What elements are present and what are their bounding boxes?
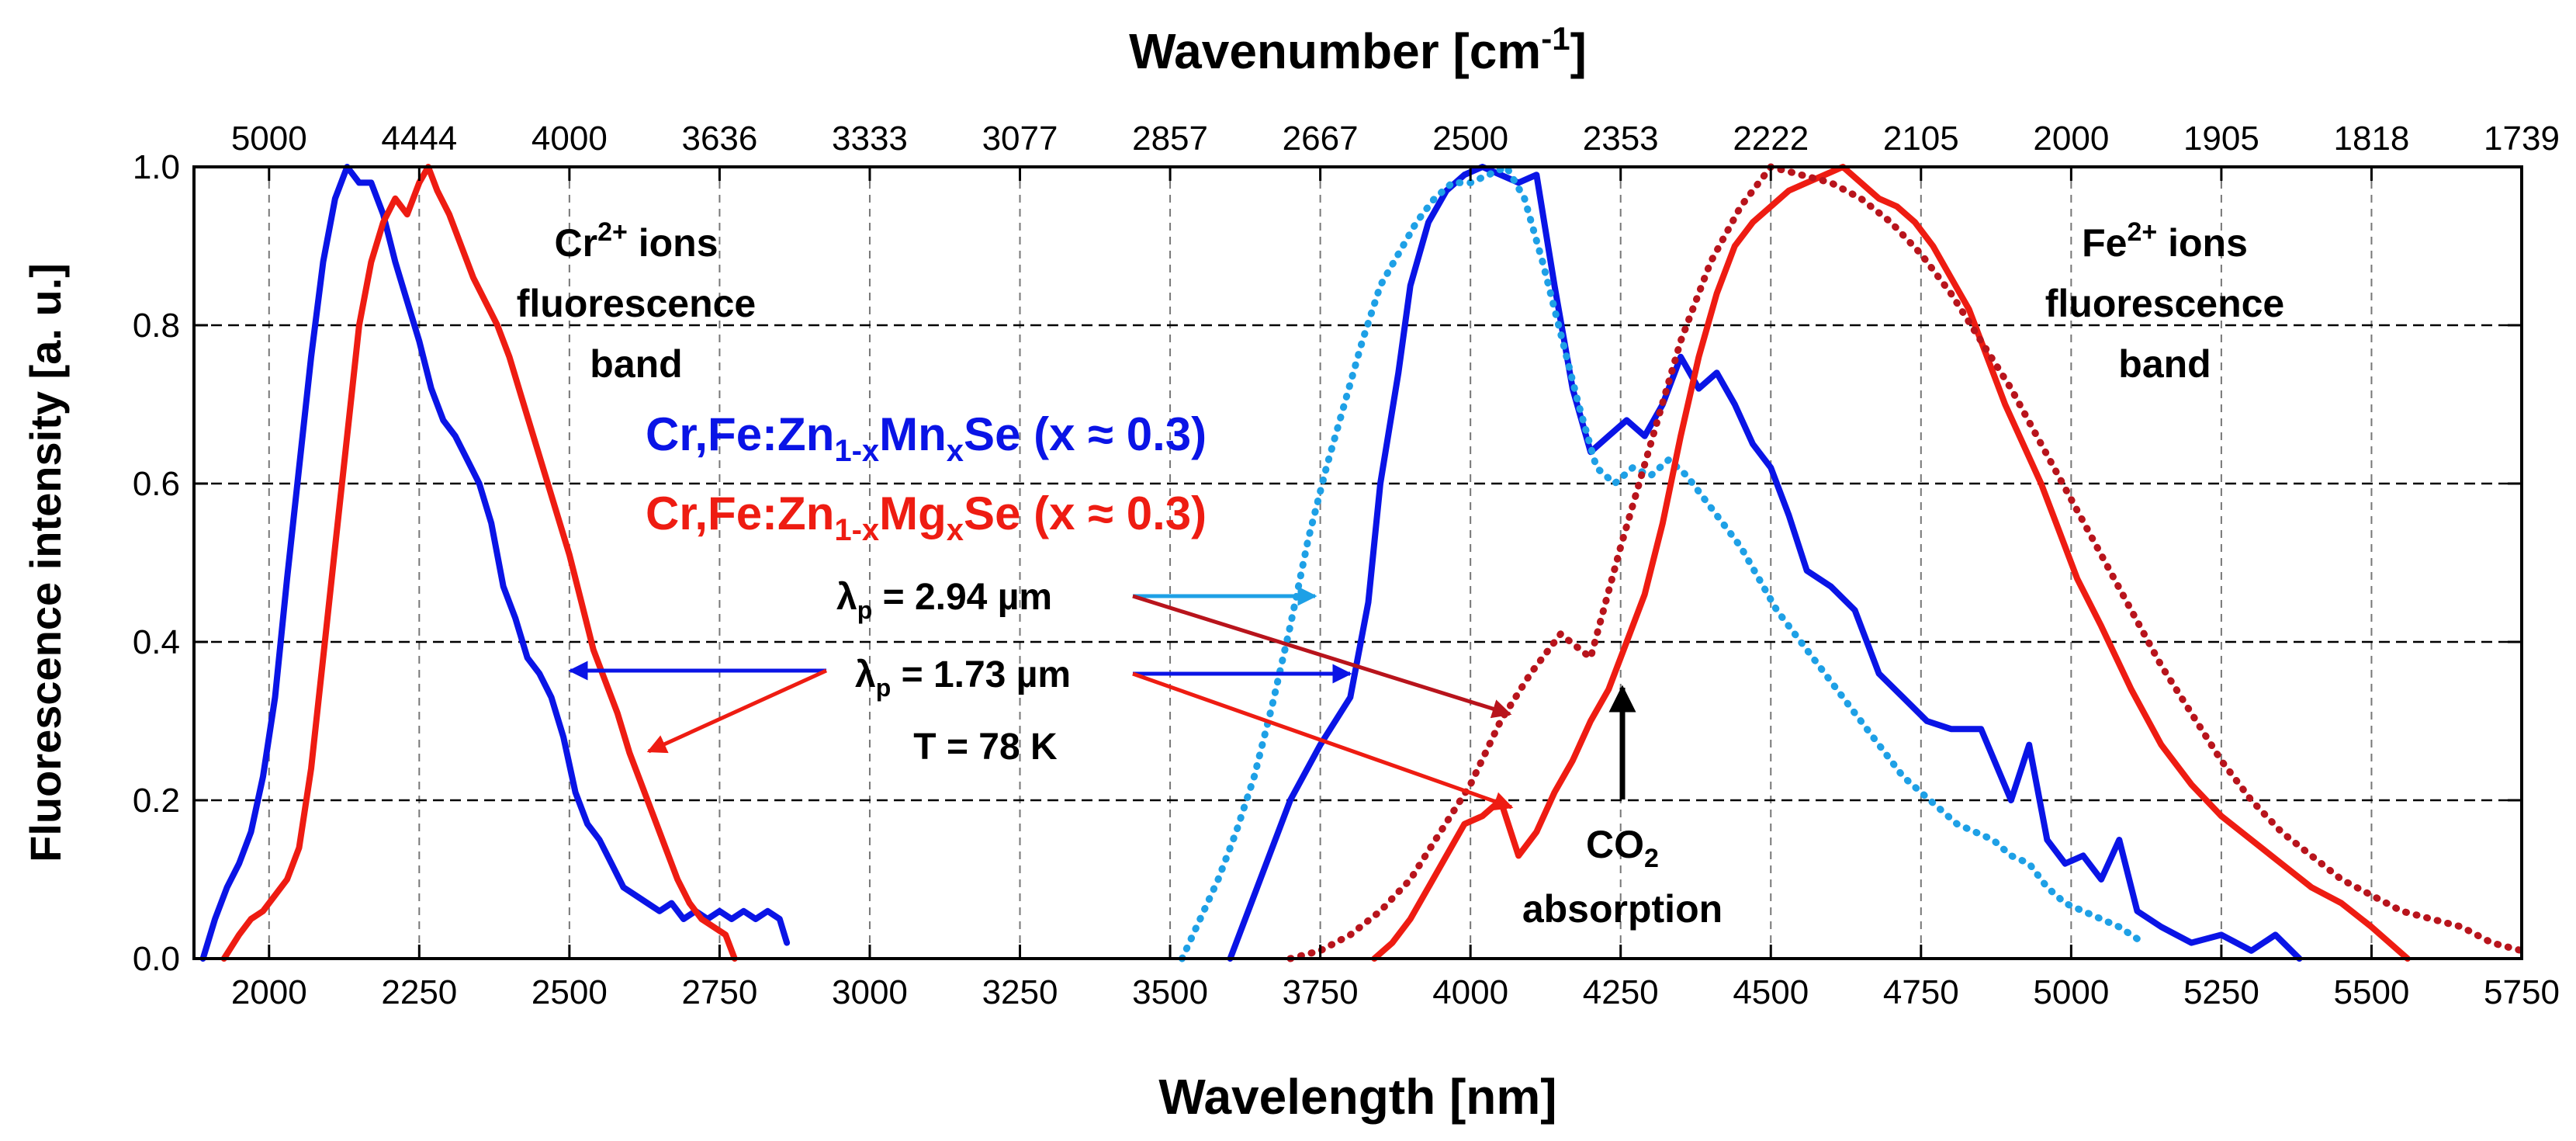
x-tick-label-12: 5000 (2033, 973, 2109, 1011)
y-tick-label-5: 1.0 (133, 148, 180, 186)
cr-band-label: Cr2+ ions (554, 217, 718, 265)
top-tick-label-6: 2857 (1132, 120, 1208, 158)
series-line-5 (1286, 163, 2526, 962)
top-tick-label-4: 3333 (832, 120, 908, 158)
ticks: 2000 2250 2500 2750 3000 3250 3500 3750 4000 4250… (133, 120, 2560, 1011)
top-tick-label-13: 1905 (2183, 120, 2259, 158)
top-tick-label-9: 2353 (1583, 120, 1659, 158)
x-tick-label-0: 2000 (231, 973, 307, 1011)
x-tick-label-8: 4000 (1432, 973, 1508, 1011)
y-tick-label-3: 0.6 (133, 465, 180, 503)
top-tick-label-12: 2000 (2033, 120, 2109, 158)
x-tick-label-1: 2250 (381, 973, 457, 1011)
x-tick-label-13: 5250 (2183, 973, 2259, 1011)
x-tick-label-6: 3500 (1132, 973, 1208, 1011)
legend-mn-sample: Cr,Fe:Zn1-xMnxSe (x ≈ 0.3) (646, 408, 1207, 468)
top-tick-label-1: 4444 (381, 120, 457, 158)
top-tick-label-7: 2667 (1283, 120, 1359, 158)
legend-mg-sample: Cr,Fe:Zn1-xMgxSe (x ≈ 0.3) (646, 487, 1207, 547)
x-tick-label-11: 4750 (1883, 973, 1959, 1011)
y-tick-label-2: 0.4 (133, 623, 180, 661)
y-tick-label-0: 0.0 (133, 940, 180, 978)
x-axis-title: Wavelength [nm] (1158, 1069, 1556, 1125)
top-tick-label-14: 1818 (2334, 120, 2410, 158)
x-tick-label-15: 5750 (2484, 973, 2560, 1011)
annotation-arrows (568, 586, 1636, 811)
plot-frame (192, 165, 2523, 960)
top-tick-label-11: 2105 (1883, 120, 1959, 158)
top-tick-label-10: 2222 (1733, 120, 1809, 158)
pump-173-label: λp = 1.73 µm (855, 654, 1071, 702)
top-tick-label-8: 2500 (1432, 120, 1508, 158)
x-tick-label-3: 2750 (681, 973, 757, 1011)
top-axis-title: Wavenumber [cm-1] (1129, 20, 1587, 79)
top-tick-label-3: 3636 (681, 120, 757, 158)
fe-band-label-line3: band (2118, 342, 2211, 386)
y-tick-label-4: 0.8 (133, 307, 180, 345)
top-tick-label-15: 1739 (2484, 120, 2560, 158)
fe-band-label: Fe2+ ions (2082, 217, 2248, 265)
x-tick-label-5: 3250 (982, 973, 1058, 1011)
series-layer (199, 163, 2526, 962)
co2-label: CO2 (1586, 823, 1659, 873)
y-axis-title: Fluorescence intensity [a. u.] (21, 263, 70, 862)
series-line-4 (1371, 164, 2411, 962)
y-tick-label-1: 0.2 (133, 782, 180, 820)
fe-band-label-line2: fluorescence (2045, 282, 2284, 325)
co2-label-line2: absorption (1522, 887, 1723, 931)
x-tick-label-9: 4250 (1583, 973, 1659, 1011)
arrow-294-to-fe-darkred (1132, 594, 1512, 719)
x-tick-label-7: 3750 (1283, 973, 1359, 1011)
x-tick-label-4: 3000 (832, 973, 908, 1011)
arrow-173-to-cr-red (646, 668, 828, 754)
x-tick-label-2: 2500 (531, 973, 608, 1011)
series-line-1 (220, 164, 738, 962)
top-tick-label-0: 5000 (231, 120, 307, 158)
cr-band-label-line3: band (590, 342, 682, 386)
series-line-3 (1179, 163, 2147, 962)
top-tick-label-2: 4000 (531, 120, 608, 158)
arrow-173-to-fe-red (1132, 671, 1514, 811)
temperature-label: T = 78 K (913, 727, 1058, 768)
x-tick-label-14: 5500 (2334, 973, 2410, 1011)
pump-294-label: λp = 2.94 µm (836, 577, 1052, 624)
top-tick-label-5: 3077 (982, 120, 1058, 158)
cr-band-label-line2: fluorescence (517, 282, 756, 325)
x-tick-label-10: 4500 (1733, 973, 1809, 1011)
series-line-2 (1227, 164, 2303, 962)
